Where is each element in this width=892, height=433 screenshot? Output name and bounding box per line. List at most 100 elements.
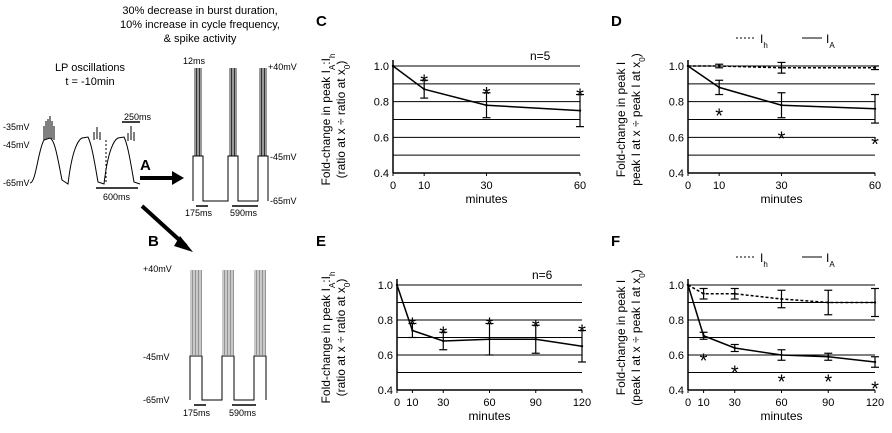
lp-voltage-35: -35mV: [3, 122, 30, 132]
chart-panel-f: F 0.4 0.6 0.8 1.0 0 10 30 60 90 120 minutes Fold-cha…: [611, 233, 884, 423]
label-part: 0: [638, 273, 647, 278]
label-part: (ratio at x ÷ ratio at x: [334, 69, 348, 178]
label-part: (ratio at x ÷ ratio at x: [334, 287, 348, 396]
series-line-ih: [687, 284, 875, 304]
left-panels: 30% decrease in burst duration, 10% incr…: [3, 5, 297, 418]
x-tick-label: 10: [697, 397, 709, 409]
x-tick-label: 0: [685, 180, 691, 192]
x-tick-label: 30: [437, 397, 449, 409]
label-part: I: [826, 32, 829, 46]
label-part: :I: [319, 276, 333, 283]
y-axis-label-line-1: Fold-change in peak I: [614, 280, 628, 395]
significance-star: *: [486, 315, 494, 337]
x-tick-label: 30: [775, 180, 787, 192]
b-voltage-40: +40mV: [143, 264, 172, 274]
series-line-ih: [688, 65, 875, 69]
y-tick-label: 0.8: [669, 315, 684, 327]
data-point: [717, 86, 721, 89]
y-axis-label-line-2: (peak I at x ÷ peak I at x0): [629, 269, 647, 405]
data-point: [733, 292, 736, 295]
y-tick-label: 0.8: [374, 97, 389, 109]
label-part: h: [328, 272, 337, 276]
x-tick-label: 90: [822, 397, 834, 409]
significance-star: *: [578, 322, 586, 344]
data-point: [686, 283, 690, 287]
x-tick-label: 10: [713, 180, 725, 192]
significance-star: *: [824, 371, 832, 393]
series-line-ia: [687, 284, 876, 363]
a-scale-12ms: 12ms: [183, 56, 206, 66]
y-axis-label-line-1: Fold-change in peak I: [614, 62, 628, 177]
data-point: [873, 360, 877, 364]
significance-star: *: [576, 86, 584, 108]
a-scale-175-label: 175ms: [185, 208, 213, 218]
arrow-a-head: [172, 171, 184, 185]
data-point: [873, 301, 877, 304]
b-voltage-65: -65mV: [143, 395, 170, 405]
data-point: [391, 64, 395, 68]
series-line-ia: [687, 65, 876, 110]
panel-label-d: D: [611, 13, 622, 30]
b-scale-590-label: 590ms: [229, 408, 257, 418]
y-tick-label: 1.0: [669, 280, 684, 292]
panel-label-e: E: [316, 233, 326, 250]
significance-star: *: [409, 315, 417, 337]
y-tick-label: 1.0: [374, 61, 389, 73]
a-scale-590-label: 590ms: [230, 208, 258, 218]
y-tick-label: 0.4: [378, 385, 393, 397]
caption-line-3: & spike activity: [164, 33, 237, 45]
b-scale-175-label: 175ms: [183, 408, 211, 418]
y-tick-label: 0.4: [669, 385, 684, 397]
x-axis-label: minutes: [760, 409, 802, 423]
x-tick-label: 30: [729, 397, 741, 409]
label-part: A: [829, 260, 835, 269]
arrow-b-head: [174, 236, 193, 252]
caption-line-1: 30% decrease in burst duration,: [122, 5, 277, 17]
y-axis-label-line-2: (ratio at x ÷ ratio at x0): [334, 61, 352, 179]
x-tick-label: 60: [483, 397, 495, 409]
data-point: [873, 66, 877, 69]
data-point: [780, 353, 783, 357]
y-tick-label: 1.0: [669, 61, 684, 73]
panel-label-c: C: [316, 13, 327, 30]
data-point: [534, 338, 537, 341]
label-part: (peak I at x ÷ peak I at x: [629, 278, 643, 406]
data-point: [578, 109, 582, 112]
label-part: 0: [343, 64, 352, 69]
significance-star: *: [871, 134, 879, 156]
legend-ih-label: Ih: [760, 251, 768, 269]
lp-scale-600-label: 600ms: [103, 192, 131, 202]
label-part: h: [763, 41, 767, 50]
lp-title-2: t = -10min: [65, 76, 114, 88]
label-part: A: [328, 64, 337, 70]
significance-star: *: [532, 316, 540, 338]
x-tick-label: 60: [574, 180, 586, 192]
lp-title-1: LP oscillations: [55, 62, 126, 74]
label-part: Fold-change in peak I: [319, 288, 333, 403]
label-part: Fold-change in peak I: [614, 62, 628, 177]
y-tick-label: 0.4: [669, 168, 684, 180]
y-tick-label: 0.4: [374, 168, 389, 180]
y-tick-label: 0.6: [378, 350, 393, 362]
data-point: [411, 329, 414, 332]
x-tick-label: 10: [418, 180, 430, 192]
y-tick-label: 0.8: [378, 315, 393, 327]
a-burst-trace: [192, 155, 269, 202]
data-point: [827, 355, 830, 358]
series-line-iaih: [392, 65, 581, 112]
lp-voltage-65: -65mV: [3, 178, 30, 188]
significance-star: *: [700, 350, 708, 372]
data-point: [733, 346, 736, 350]
x-tick-label: 90: [530, 397, 542, 409]
lp-voltage-45: -45mV: [3, 140, 30, 150]
label-part: ): [629, 269, 643, 273]
data-point: [827, 301, 830, 304]
x-tick-label: 120: [866, 397, 884, 409]
x-tick-label: 30: [480, 180, 492, 192]
a-voltage-40: +40mV: [268, 62, 297, 72]
x-tick-label: 10: [406, 397, 418, 409]
chart-panel-d: D 0.4 0.6 0.8 1.0 0 10 30 60 minutes Fold-change i…: [611, 13, 881, 206]
caption-line-2: 10% increase in cycle frequency,: [120, 19, 280, 31]
legend-ia-label: IA: [826, 32, 835, 50]
